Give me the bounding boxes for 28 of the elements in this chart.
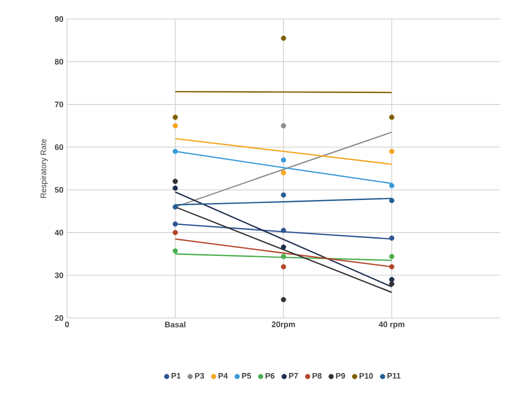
point <box>172 178 178 184</box>
point <box>280 36 286 41</box>
point <box>172 148 178 154</box>
point <box>172 248 178 254</box>
point <box>280 264 286 270</box>
point <box>172 123 178 128</box>
point <box>280 157 286 163</box>
point <box>389 264 394 270</box>
point <box>280 170 286 176</box>
point <box>280 192 286 198</box>
point <box>172 114 178 120</box>
point <box>389 254 394 260</box>
point <box>389 236 394 241</box>
point <box>280 228 286 234</box>
point <box>389 276 394 282</box>
point <box>172 204 178 210</box>
point <box>389 198 394 204</box>
point <box>280 297 286 302</box>
point <box>172 221 178 227</box>
point <box>389 114 394 120</box>
point <box>389 148 394 154</box>
point <box>280 123 286 128</box>
point <box>280 254 286 260</box>
point <box>172 230 178 236</box>
point <box>389 281 394 286</box>
point <box>172 186 178 191</box>
point <box>389 182 394 188</box>
point <box>280 244 286 250</box>
